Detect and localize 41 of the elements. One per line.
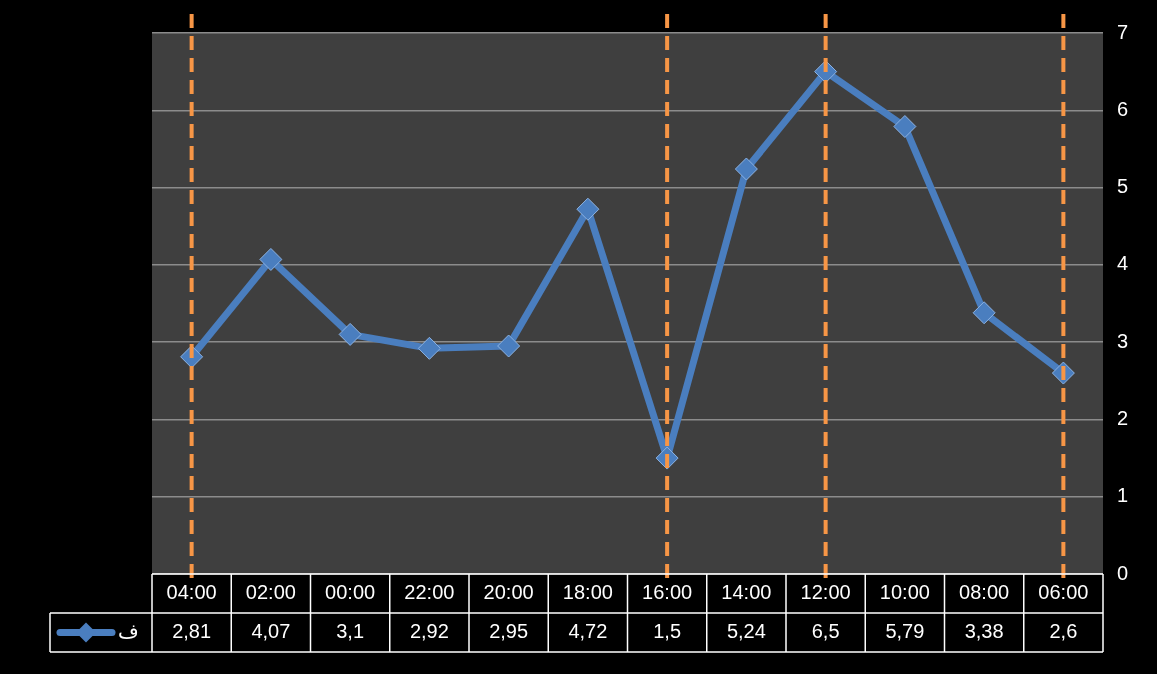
data-label: 2,95: [489, 620, 529, 643]
y-tick-label: 1: [1117, 484, 1129, 507]
x-tick-label: 10:00: [879, 581, 930, 604]
data-label: 5,24: [726, 620, 766, 643]
x-tick-label: 14:00: [721, 581, 772, 604]
legend-label: ف: [117, 620, 139, 643]
x-tick-label: 06:00: [1038, 581, 1089, 604]
point: [972, 301, 996, 325]
x-tick-label: 12:00: [800, 581, 851, 604]
point: [259, 247, 283, 271]
point: [338, 322, 362, 346]
y-tick-label: 3: [1117, 329, 1129, 352]
data-label: 3,1: [336, 620, 365, 643]
x-tick-label: 04:00: [166, 581, 217, 604]
x-tick-label: 02:00: [245, 581, 296, 604]
x-tick-label: 20:00: [483, 581, 534, 604]
y-tick-label: 6: [1117, 97, 1129, 120]
data-label: 6,5: [811, 620, 840, 643]
data-label: 2,81: [172, 620, 212, 643]
point: [576, 197, 600, 221]
data-label: 4,72: [568, 620, 608, 643]
data-label: 2,6: [1049, 620, 1078, 643]
point: [734, 157, 758, 181]
x-tick-label: 22:00: [404, 581, 455, 604]
point: [417, 336, 441, 360]
x-tick-label: 08:00: [959, 581, 1010, 604]
data-label: 2,92: [409, 620, 449, 643]
y-tick-label: 4: [1117, 252, 1129, 275]
x-tick-label: 16:00: [642, 581, 693, 604]
point: [893, 115, 917, 139]
data-label: 5,79: [885, 620, 925, 643]
x-tick-label: 00:00: [325, 581, 376, 604]
x-tick-label: 18:00: [562, 581, 613, 604]
y-tick-label: 7: [1117, 20, 1129, 43]
y-tick-label: 2: [1117, 406, 1129, 429]
data-label: 3,38: [964, 620, 1004, 643]
y-tick-label: 5: [1117, 175, 1129, 198]
data-label: 4,07: [251, 620, 291, 643]
y-tick-label: 0: [1117, 561, 1129, 584]
point: [497, 334, 521, 358]
data-label: 1,5: [653, 620, 682, 643]
